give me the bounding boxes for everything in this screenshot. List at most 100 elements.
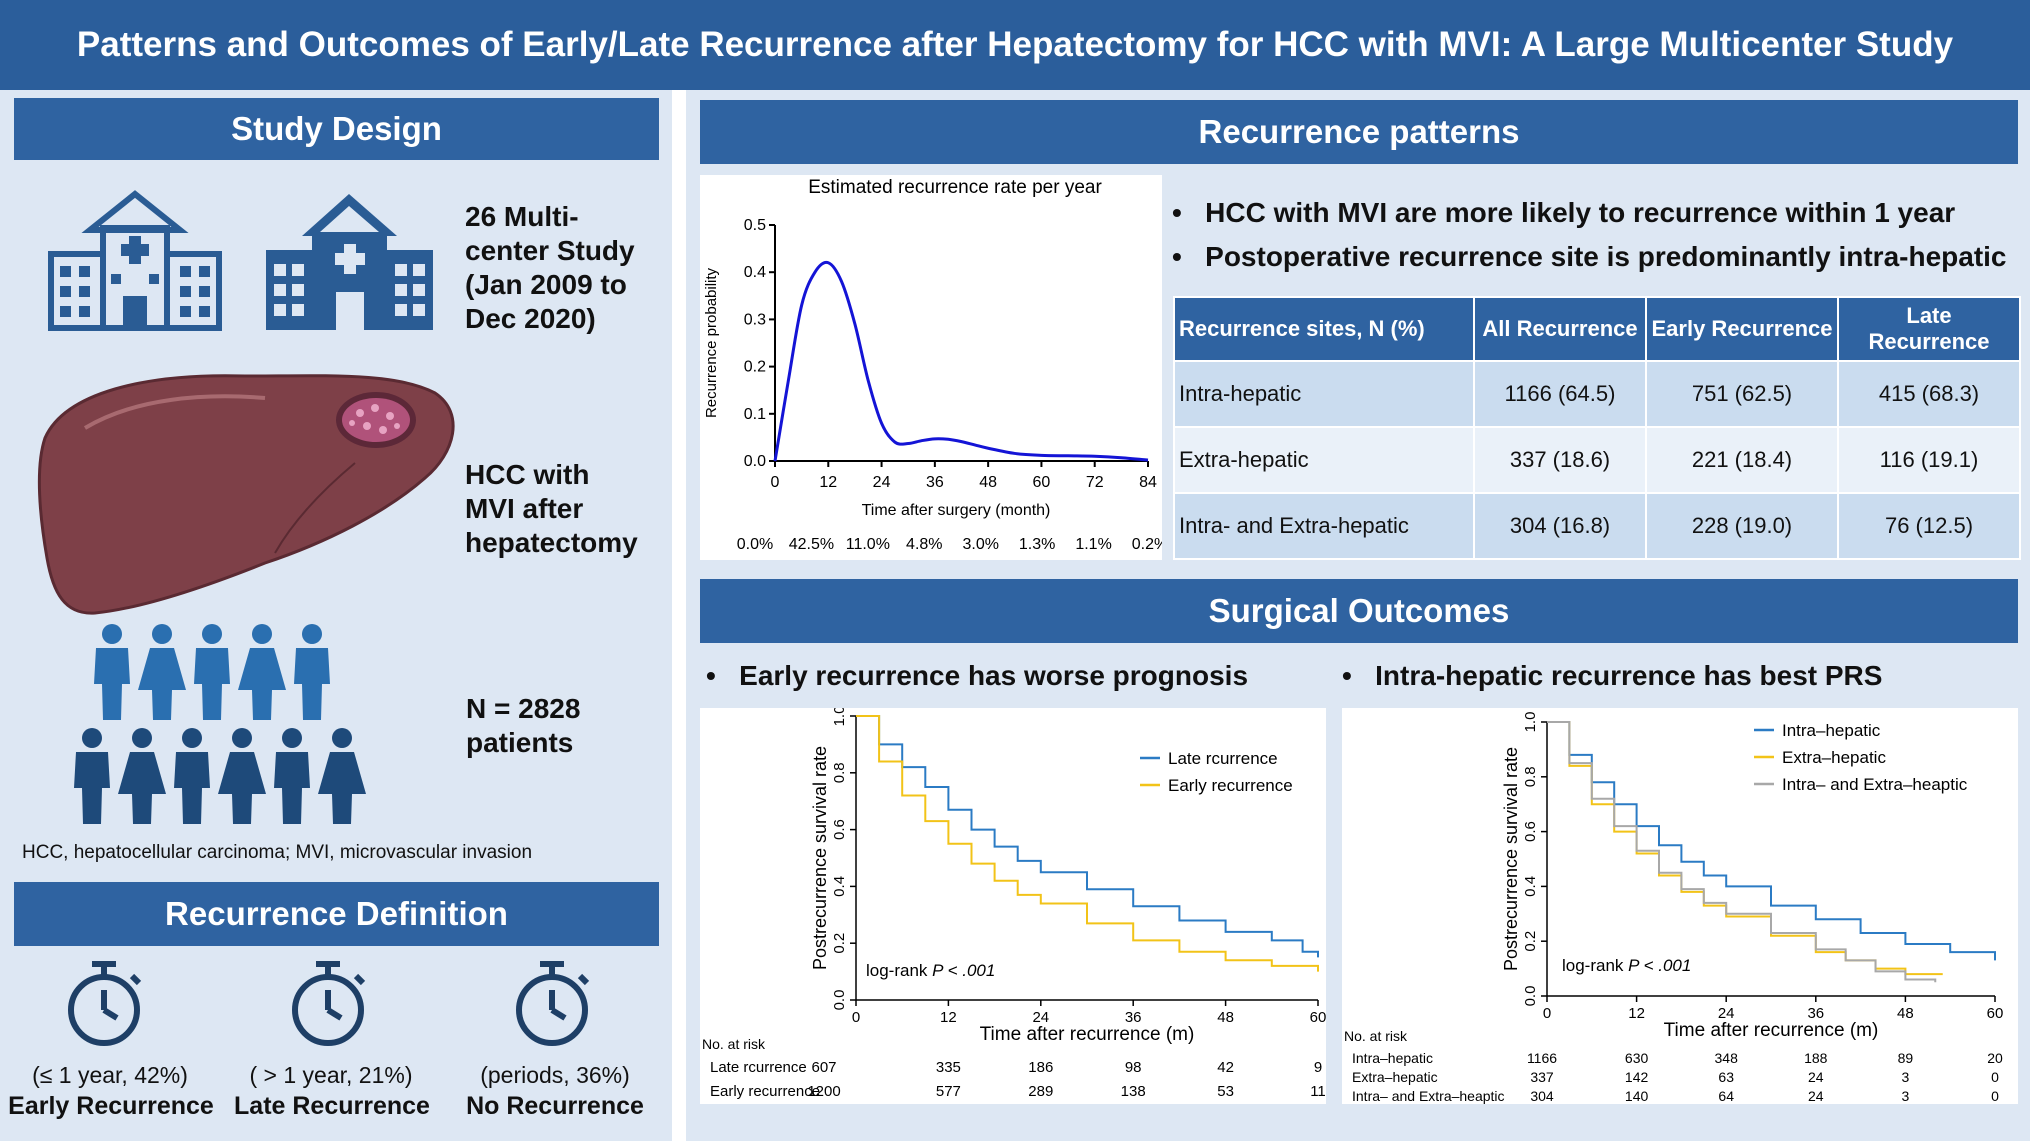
km-y-tick-label: 1.0 [1522,712,1539,733]
km-x-tick-label: 24 [1718,1005,1735,1022]
table-cell: 751 (62.5) [1645,360,1839,428]
km-at-risk-value: 1166 [1527,1050,1557,1066]
km-sites-chart: 0 12 24 36 48 60 0.0 0.2 0.4 0.6 0.8 1.0Postrecurre… [1342,708,2018,1104]
km-at-risk-value: 3 [1902,1088,1910,1104]
pattern-bullet-2: • Postoperative recurrence site is predo… [1172,241,2007,272]
km-legend-label: Early recurrence [1168,776,1293,795]
recurrence-sites-table: Recurrence sites, N (%) All Recurrence E… [1173,296,2021,560]
table-cell: 304 (16.8) [1473,492,1647,560]
km-at-risk-value: 3 [1902,1069,1910,1085]
km-at-risk-value: 9 [1314,1059,1322,1076]
chart1-annual-rate-label: 4.8% [906,536,942,553]
page-title: Patterns and Outcomes of Early/Late Recu… [0,0,2030,90]
km-at-risk-label: Extra–hepatic [1352,1069,1438,1085]
pattern-bullet-1: • HCC with MVI are more likely to recurr… [1172,197,1956,228]
km-x-tick-label: 12 [1628,1005,1645,1022]
km-y-tick-label: 0.2 [1522,931,1539,952]
km-y-tick-label: 1.0 [831,708,848,726]
table-cell: 415 (68.3) [1837,360,2021,428]
km-at-risk-value: 140 [1625,1088,1649,1104]
late-recurrence-label: Late Recurrence [234,1092,430,1120]
km-at-risk-value: 335 [936,1059,961,1076]
chart1-y-tick-label: 0.0 [744,453,766,470]
km-logrank-p: P < .001 [1628,956,1691,975]
km-at-risk-value: 98 [1125,1059,1142,1076]
km-at-risk-value: 142 [1625,1069,1649,1085]
km-legend-label: Extra–hepatic [1782,748,1886,767]
early-recurrence-period: (≤ 1 year, 42%) [32,1062,188,1088]
study-design-heading: Study Design [14,98,659,160]
chart1-x-tick-label: 24 [873,474,891,491]
chart1-xlabel: Time after surgery (month) [862,502,1051,519]
late-recurrence-period: ( > 1 year, 21%) [249,1062,413,1088]
km-legend-label: Intra– and Extra–heaptic [1782,775,1968,794]
km-at-risk-value: 64 [1718,1088,1734,1104]
chart1-y-tick-label: 0.4 [744,264,766,281]
no-recurrence-label: No Recurrence [466,1092,644,1120]
km-x-tick-label: 36 [1807,1005,1824,1022]
chart1-y-tick-label: 0.5 [744,217,766,234]
chart1-x-tick-label: 84 [1139,474,1157,491]
chart1-x-tick-label: 0 [771,474,780,491]
km-series-line [856,715,1319,972]
km-at-risk-value: 42 [1217,1059,1234,1076]
km-x-tick-label: 0 [852,1009,860,1026]
recurrence-rate-chart: Estimated recurrence rate per year Recur… [700,175,1162,560]
km-x-tick-label: 36 [1125,1009,1142,1026]
km-series-line [1547,721,1996,961]
hcc-mvi-text: HCC with MVI after hepatectomy [465,459,638,558]
recurrence-patterns-heading: Recurrence patterns [700,100,2018,164]
chart1-x-tick-label: 48 [979,474,997,491]
km-at-risk-value: 89 [1898,1050,1914,1066]
km-x-tick-label: 48 [1217,1009,1234,1026]
km-series-line [1547,721,1937,983]
km-y-axis-label: Postrecurrence survival rate [810,746,830,970]
surgical-outcomes-heading: Surgical Outcomes [700,579,2018,643]
liver-illustration [37,374,455,615]
table-cell: 228 (19.0) [1645,492,1839,560]
chart1-annual-rate-label: 1.1% [1075,536,1111,553]
chart1-y-tick-label: 0.3 [744,311,766,328]
km-at-risk-value: 630 [1625,1050,1649,1066]
km-at-risk-title: No. at risk [702,1036,766,1052]
chart1-annual-rate-label: 1.3% [1019,536,1055,553]
km-at-risk-label: Intra– and Extra–heaptic [1352,1088,1505,1104]
table-cell: Intra-hepatic [1173,360,1475,428]
abbreviation-note: HCC, hepatocellular carcinoma; MVI, micr… [22,842,533,863]
chart1-title: Estimated recurrence rate per year [808,177,1102,198]
km-at-risk-label: Early recurrence [710,1083,820,1100]
km-at-risk-value: 24 [1808,1088,1824,1104]
km-y-tick-label: 0.4 [1522,876,1539,897]
km-series-line [856,715,1319,958]
outcome-bullet-2-text: Intra-hepatic recurrence has best PRS [1375,660,1883,691]
km-at-risk-value: 138 [1121,1083,1146,1100]
km-at-risk-value: 337 [1530,1069,1554,1085]
km-legend-label: Intra–hepatic [1782,721,1881,740]
km-y-tick-label: 0.6 [1522,821,1539,842]
chart1-x-tick-label: 72 [1086,474,1104,491]
km-at-risk-value: 348 [1715,1050,1739,1066]
stopwatch-none-icon [516,961,590,1046]
stopwatch-late-icon [292,961,366,1046]
km-y-axis-label: Postrecurrence survival rate [1501,747,1521,971]
table-cell: Extra-hepatic [1173,426,1475,494]
km-early-late-chart: 0 12 24 36 48 60 0.0 0.2 0.4 0.6 0.8 1.0 Postrecurre… [700,708,1326,1104]
pattern-bullet-2-text: Postoperative recurrence site is predomi… [1205,241,2007,272]
km-at-risk-value: 63 [1718,1069,1734,1085]
table-row: Extra-hepatic 337 (18.6) 221 (18.4) 116 … [1173,426,2021,494]
chart1-y-tick-label: 0.1 [744,406,766,423]
hospital-solid-icon [266,194,433,330]
km-x-tick-label: 48 [1897,1005,1914,1022]
chart1-x-tick-label: 12 [819,474,837,491]
table-row: Intra- and Extra-hepatic 304 (16.8) 228 … [1173,492,2021,560]
outcome-bullet-1: • Early recurrence has worse prognosis [706,660,1249,691]
outcome-bullet-2: • Intra-hepatic recurrence has best PRS [1342,660,1883,691]
km-y-tick-label: 0.0 [831,990,848,1011]
km-at-risk-value: 289 [1028,1083,1053,1100]
recurrence-definition-heading: Recurrence Definition [14,882,659,946]
km-x-tick-label: 60 [1310,1009,1326,1026]
km-x-tick-label: 60 [1987,1005,2004,1022]
km-at-risk-value: 20 [1987,1050,2003,1066]
km-y-tick-label: 0.4 [831,876,848,897]
km-at-risk-value: 607 [811,1059,836,1076]
